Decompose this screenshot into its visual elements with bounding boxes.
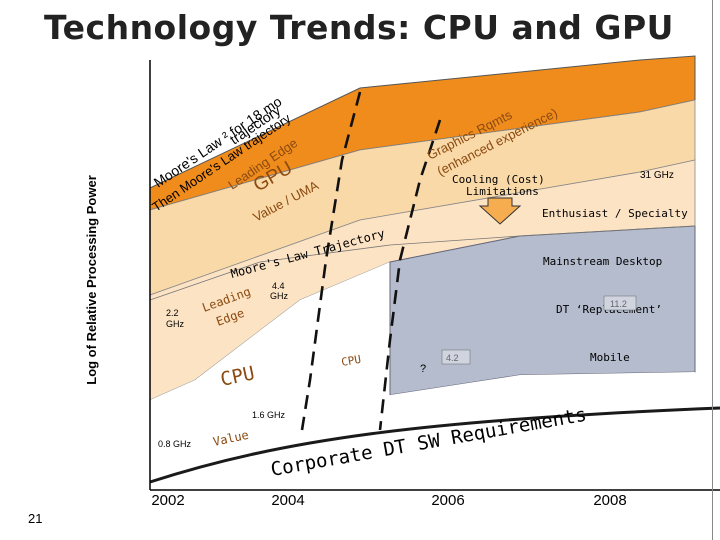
cpu-white-band — [150, 262, 390, 450]
ghz-31: 31 GHz — [640, 170, 674, 181]
cpu-trajectory-curve — [149, 406, 720, 484]
x-tick-2006: 2006 — [431, 492, 464, 509]
cooling-arrow — [478, 197, 522, 225]
x-tick-2002: 2002 — [151, 492, 184, 509]
corporate-band — [150, 372, 695, 495]
ghz-08: 0.8 GHz — [158, 439, 192, 449]
ghz-44-unit: GHz — [270, 291, 289, 301]
ghz-44-value: 4.4 — [272, 281, 285, 291]
dashed-boundary-right — [378, 119, 442, 431]
y-axis-label: Log of Relative Processing Power — [84, 175, 99, 385]
mobile-label: Mobile — [590, 351, 630, 364]
slide-title: Technology Trends: CPU and GPU — [44, 8, 674, 47]
cpu-small-label: CPU — [340, 353, 362, 369]
mobile-value: 4.2 — [446, 353, 459, 363]
question-mark: ? — [420, 363, 426, 375]
ghz-22-unit: GHz — [166, 319, 185, 329]
ghz-16: 1.6 GHz — [252, 410, 286, 420]
mainstream-label: Mainstream Desktop — [543, 255, 662, 268]
slide-right-rule — [712, 0, 713, 540]
x-tick-2008: 2008 — [593, 492, 626, 509]
enthusiast-label: Enthusiast / Specialty — [542, 207, 688, 220]
slide-number: 21 — [28, 511, 43, 526]
dashed-boundary-left — [300, 91, 362, 431]
dt-value: 11.2 — [610, 299, 627, 309]
x-tick-2004: 2004 — [271, 492, 304, 509]
limitations-label: Limitations — [466, 185, 539, 198]
dt-value-box — [603, 295, 637, 311]
cooling-label: Cooling (Cost) — [452, 173, 545, 186]
cpu-band-upper-edge — [149, 225, 696, 301]
mobile-value-box — [441, 349, 471, 365]
ghz-22-value: 2.2 — [166, 308, 179, 318]
